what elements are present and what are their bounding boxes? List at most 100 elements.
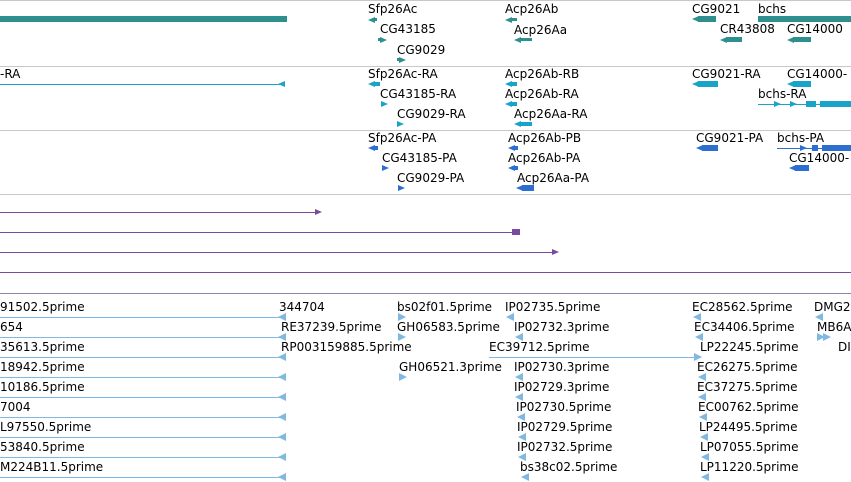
est-label[interactable]: DI [838,340,851,354]
est-label[interactable]: EC34406.5prime [694,320,795,334]
est-label[interactable]: IP02730.5prime [516,400,612,414]
gene-feature[interactable] [511,18,517,21]
gene-feature[interactable] [397,58,401,61]
gene-label[interactable]: CG9029 [397,43,446,57]
est-line[interactable] [0,337,282,338]
transcript-label[interactable]: bchs-RA [758,87,807,101]
transcript-feature[interactable] [368,81,375,87]
est-feature[interactable] [518,433,526,441]
est-label[interactable]: 7004 [0,400,31,414]
protein-label[interactable]: CG9021-PA [696,131,764,145]
est-label[interactable]: MB6A [817,320,851,334]
est-feature[interactable] [399,373,407,381]
est-line[interactable] [489,357,701,358]
alignment-end[interactable] [512,229,520,235]
est-feature[interactable] [278,473,286,481]
est-feature[interactable] [518,453,526,461]
est-label[interactable]: RP003159885.5prime [281,340,412,354]
protein-feature[interactable] [374,146,378,150]
est-label[interactable]: IP02732.3prime [514,320,610,334]
transcript-feature[interactable] [520,122,532,126]
est-label[interactable]: EC37275.5prime [697,380,798,394]
est-label[interactable]: M224B11.5prime [0,460,104,474]
transcript-feature[interactable] [820,101,851,107]
protein-feature[interactable] [368,145,375,151]
est-feature[interactable] [817,333,825,341]
est-feature[interactable] [701,453,709,461]
protein-feature[interactable] [382,165,389,171]
protein-feature[interactable] [508,145,515,151]
protein-label[interactable]: Sfp26Ac-PA [368,131,437,145]
gene-feature[interactable] [698,16,716,22]
gene-feature[interactable] [505,17,512,23]
gene-label[interactable]: Acp26Aa [514,23,568,37]
gene-label[interactable]: Acp26Ab [505,2,559,16]
est-label[interactable]: EC00762.5prime [698,400,799,414]
transcript-feature[interactable] [787,81,794,87]
est-feature[interactable] [698,393,706,401]
est-feature[interactable] [278,413,286,421]
gene-feature[interactable] [514,37,521,43]
gene-feature[interactable] [758,16,851,22]
gene-label[interactable]: CG9021 [692,2,741,16]
transcript-label[interactable]: Sfp26Ac-RA [368,67,438,81]
est-label[interactable]: DMG2 [814,300,851,314]
gene-feature[interactable] [692,16,699,22]
est-line[interactable] [0,417,282,418]
est-feature[interactable] [278,453,286,461]
transcript-feature[interactable] [278,81,285,87]
gene-feature[interactable] [373,18,377,21]
protein-label[interactable]: Acp26Ab-PB [508,131,582,145]
alignment-end[interactable] [552,249,559,255]
est-line[interactable] [0,437,282,438]
est-label[interactable]: 91502.5prime [0,300,85,314]
est-feature[interactable] [823,333,831,341]
est-label[interactable]: L97550.5prime [0,420,92,434]
transcript-label[interactable]: CG9029-RA [397,107,466,121]
transcript-feature[interactable] [511,82,517,86]
transcript-feature[interactable] [806,101,816,107]
transcript-label[interactable]: CG43185-RA [380,87,457,101]
est-label[interactable]: 35613.5prime [0,340,85,354]
transcript-feature[interactable] [397,121,404,127]
alignment-line[interactable] [0,272,851,273]
est-feature[interactable] [278,373,286,381]
transcript-feature[interactable] [790,101,797,107]
est-label[interactable]: IP02729.5prime [517,420,613,434]
transcript-feature[interactable] [692,81,699,87]
protein-feature[interactable] [702,145,718,151]
transcript-label[interactable]: Acp26Ab-RA [505,87,579,101]
est-feature[interactable] [278,433,286,441]
alignment-line[interactable] [0,232,512,233]
est-label[interactable]: LP11220.5prime [700,460,799,474]
est-label[interactable]: LP07055.5prime [700,440,799,454]
protein-feature[interactable] [822,145,851,151]
est-feature[interactable] [515,333,523,341]
transcript-feature[interactable] [505,81,512,87]
gene-feature[interactable] [793,37,811,42]
protein-label[interactable]: Acp26Ab-PA [508,151,581,165]
est-label[interactable]: GH06521.3prime [399,360,502,374]
gene-feature[interactable] [380,37,387,43]
est-label[interactable]: 344704 [279,300,325,314]
est-label[interactable]: bs38c02.5prime [520,460,618,474]
est-label[interactable]: LP22245.5prime [700,340,799,354]
protein-feature[interactable] [516,185,523,191]
protein-feature[interactable] [696,145,703,151]
est-feature[interactable] [695,333,703,341]
est-label[interactable]: IP02735.5prime [505,300,601,314]
est-feature[interactable] [515,373,523,381]
protein-label[interactable]: CG9029-PA [397,171,465,185]
est-label[interactable]: EC26275.5prime [697,360,798,374]
protein-feature[interactable] [812,145,818,151]
est-feature[interactable] [278,353,286,361]
protein-feature[interactable] [789,165,796,171]
est-label[interactable]: 10186.5prime [0,380,85,394]
est-feature[interactable] [506,313,514,321]
transcript-line[interactable] [0,84,280,85]
gene-feature[interactable] [720,37,727,43]
transcript-feature[interactable] [698,81,718,87]
est-label[interactable]: EC28562.5prime [692,300,793,314]
est-label[interactable]: bs02f01.5prime [397,300,493,314]
